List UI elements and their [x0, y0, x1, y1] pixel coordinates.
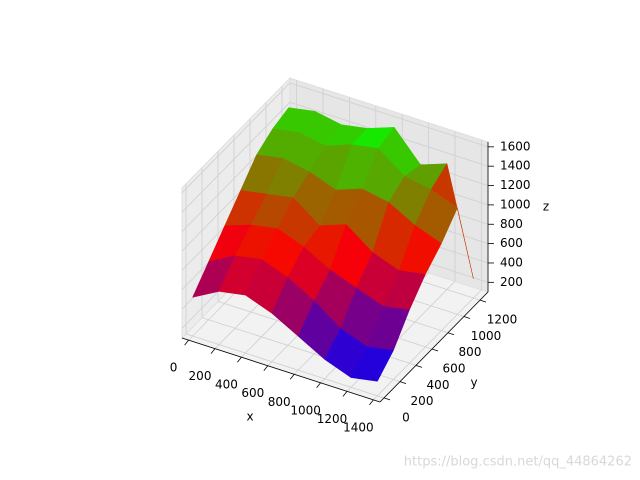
grid-line: [185, 333, 385, 399]
y-axis-label: y: [470, 376, 477, 390]
x-tick: [263, 365, 269, 371]
y-tick: [399, 381, 407, 385]
z-tick-label: 1000: [500, 197, 531, 211]
y-tick: [479, 299, 487, 303]
x-tick: [210, 348, 216, 354]
z-tick-label: 1200: [500, 178, 531, 192]
y-tick: [415, 364, 423, 368]
grid-line: [181, 101, 291, 213]
x-tick-label: 200: [189, 369, 212, 383]
y-tick: [463, 316, 471, 319]
x-tick-label: 0: [170, 361, 178, 375]
y-tick: [383, 397, 391, 401]
z-tick-label: 1600: [500, 139, 531, 153]
grid-line: [289, 82, 489, 148]
x-tick-label: 1200: [317, 412, 348, 426]
z-tick-label: 400: [500, 255, 523, 269]
y-tick-label: 1000: [471, 329, 502, 343]
z-tick-label: 200: [500, 275, 523, 289]
grid-line: [181, 82, 291, 194]
grid-line: [373, 289, 482, 401]
y-tick-label: 400: [427, 378, 450, 392]
z-tick-label: 800: [500, 217, 523, 231]
y-tick-label: 0: [402, 410, 410, 424]
x-tick-label: 600: [241, 386, 264, 400]
y-tick: [431, 348, 439, 352]
y-tick-label: 200: [411, 394, 434, 408]
x-tick-label: 800: [268, 395, 291, 409]
watermark: https://blog.csdn.net/qq_44864262: [404, 455, 632, 470]
z-tick-label: 1400: [500, 159, 531, 173]
x-axis-label: x: [246, 410, 253, 424]
y-tick-label: 600: [443, 362, 466, 376]
surface-patch: [350, 346, 394, 382]
x-tick: [316, 382, 321, 389]
x-tick-label: 1400: [343, 420, 374, 434]
x-tick: [342, 391, 348, 397]
y-tick: [447, 332, 455, 336]
z-tick-label: 600: [500, 236, 523, 250]
y-tick-label: 800: [459, 345, 482, 359]
x-tick-label: 1000: [290, 403, 321, 417]
x-tick-label: 400: [215, 378, 238, 392]
x-tick: [289, 374, 295, 380]
x-axis: [181, 337, 381, 403]
x-tick: [237, 356, 242, 363]
y-tick-label: 1200: [487, 313, 518, 327]
z-axis-label: z: [543, 200, 549, 214]
x-tick: [184, 339, 189, 346]
x-tick: [369, 399, 374, 406]
y-axis: [379, 291, 489, 403]
